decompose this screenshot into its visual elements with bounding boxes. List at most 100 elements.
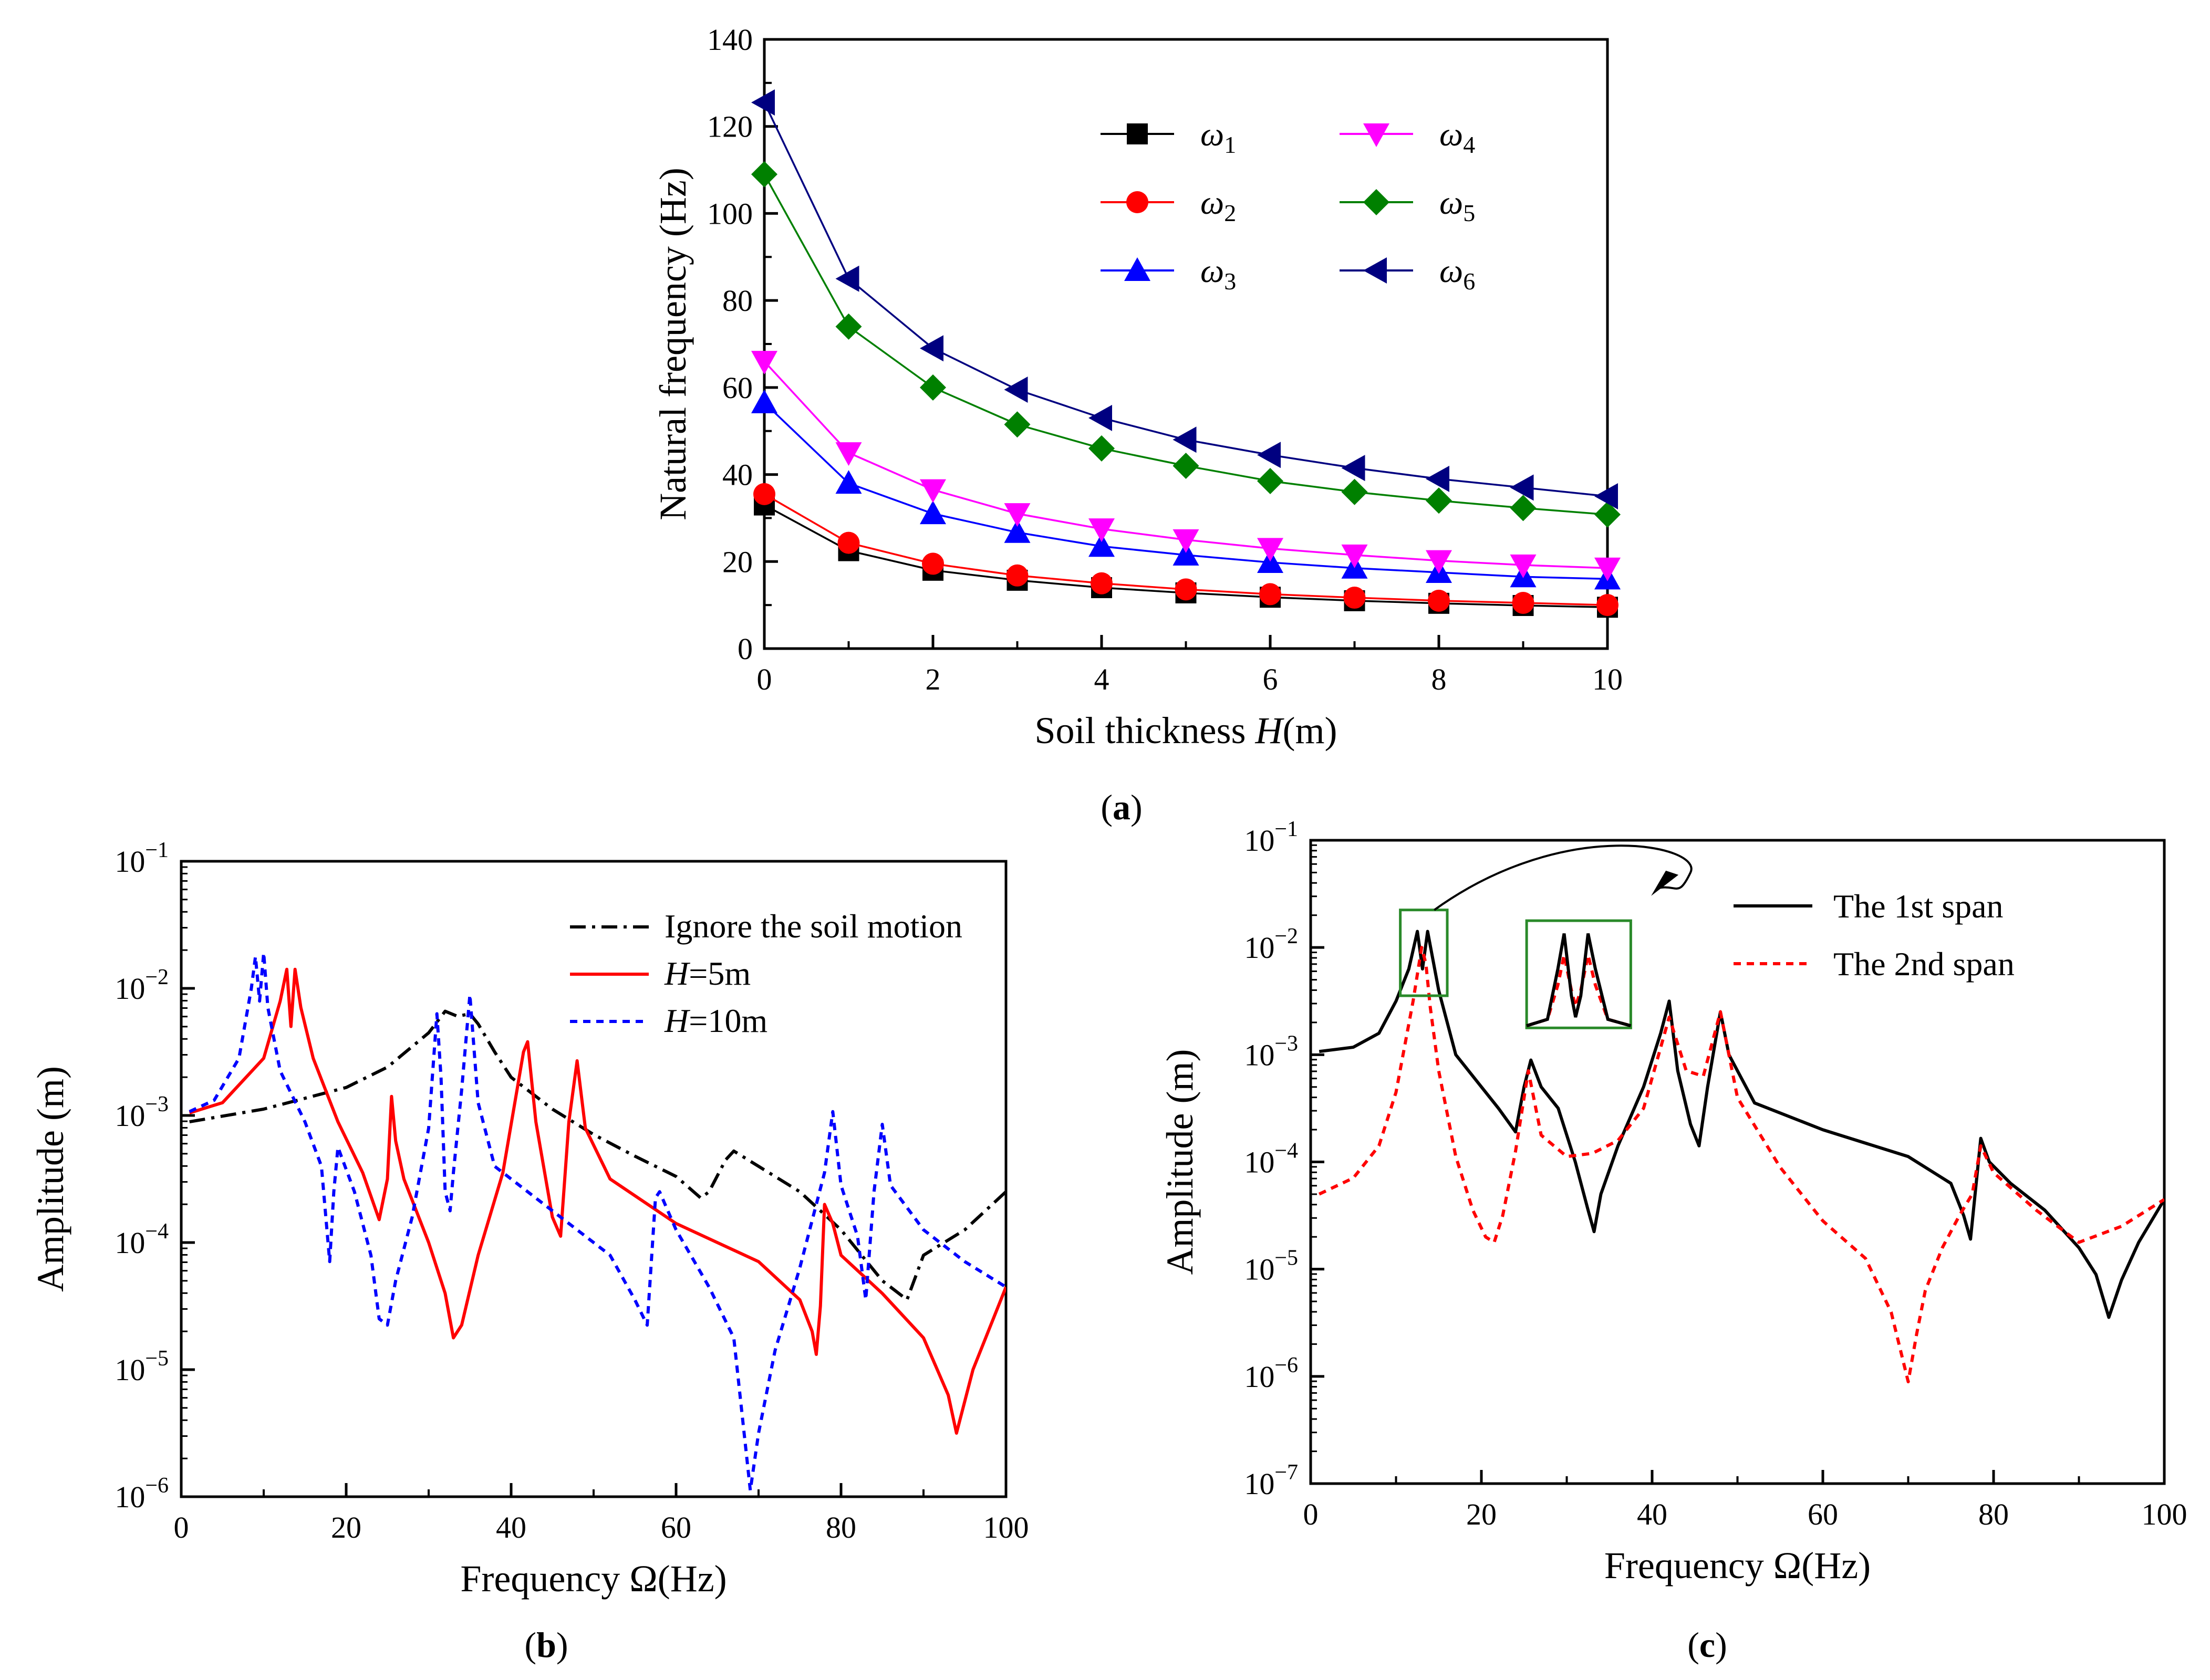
- x-axis-label-c: Frequency Ω(Hz): [1604, 1545, 1871, 1587]
- data-point-omega2: [753, 483, 775, 505]
- y-tick-label-a: 100: [707, 196, 753, 231]
- x-tick-label-a: 8: [1431, 662, 1447, 696]
- series-line-c-the-2nd-span: [1318, 946, 2164, 1384]
- legend-item-b-1: H=5m: [570, 955, 751, 992]
- data-point-omega6: [751, 89, 775, 116]
- y-tick-label-a: 0: [738, 632, 753, 666]
- y-tick-label-b: 10−4: [115, 1219, 169, 1260]
- series-line-b-ignore-the-soil-motion: [189, 1009, 1006, 1301]
- y-tick-label-c: 10−4: [1244, 1139, 1298, 1180]
- data-point-omega3: [751, 389, 777, 413]
- zoom-inset: [1525, 919, 1632, 1029]
- x-tick-label-a: 4: [1094, 662, 1109, 696]
- data-point-omega5: [1257, 468, 1283, 494]
- data-point-omega2: [837, 531, 860, 554]
- y-axis-label-b: Amplitude (m): [29, 1066, 71, 1292]
- data-point-omega6: [1173, 426, 1197, 453]
- data-point-omega4: [920, 479, 946, 503]
- y-tick-label-c: 10−7: [1244, 1460, 1298, 1501]
- data-point-omega6: [1510, 474, 1534, 501]
- y-tick-label-b: 10−6: [115, 1474, 169, 1514]
- legend-item-b-2: H=10m: [570, 1002, 767, 1039]
- x-tick-label-c: 80: [1978, 1497, 2009, 1531]
- y-tick-label-c: 10−6: [1244, 1353, 1298, 1394]
- y-tick-label-a: 140: [707, 23, 753, 57]
- x-tick-label-a: 2: [926, 662, 941, 696]
- legend-label: ω6: [1439, 252, 1475, 295]
- zoom-arrow-head: [1651, 870, 1679, 896]
- data-point-omega5: [751, 161, 777, 187]
- data-point-omega2: [1091, 572, 1113, 594]
- legend-item-b-0: Ignore the soil motion: [570, 907, 962, 945]
- data-point-omega4: [1426, 550, 1452, 574]
- data-point-omega2: [922, 552, 944, 575]
- plot-frame-b: [180, 860, 1008, 1498]
- legend-label: ω5: [1439, 184, 1475, 226]
- legend-label: ω4: [1439, 116, 1475, 158]
- data-point-omega3: [1088, 533, 1115, 557]
- series-line-b-h-10m: [189, 951, 1006, 1492]
- data-point-omega2: [1596, 594, 1618, 617]
- series-line-c-the-1st-span: [1319, 930, 2164, 1319]
- x-axis-label-a: Soil thickness H(m): [1035, 709, 1337, 752]
- legend-label: H=5m: [664, 955, 751, 992]
- data-point-omega5: [1341, 478, 1368, 505]
- legend-item-omega5: ω5: [1340, 184, 1475, 226]
- x-tick-label-a: 6: [1263, 662, 1278, 696]
- y-tick-label-c: 10−2: [1244, 924, 1298, 965]
- data-point-omega5: [1594, 501, 1621, 528]
- data-point-omega6: [835, 265, 859, 292]
- data-point-omega4: [1088, 518, 1115, 542]
- y-tick-label-a: 40: [722, 458, 753, 492]
- legend-marker: [1124, 257, 1150, 281]
- chart-c: 0 20 40 60 80 100 10−7 10−6 10−5 10−4 10−3 10−2 10−1…: [1159, 817, 2187, 1665]
- data-point-omega6: [1088, 404, 1112, 431]
- data-point-omega4: [1510, 554, 1537, 578]
- x-tick-label-c: 100: [2142, 1497, 2187, 1531]
- chart-b: 0 20 40 60 80 100 10−6 10−5 10−4 10−3 10−2 10−1 Freq…: [29, 838, 1029, 1665]
- x-tick-label-a: 0: [757, 662, 772, 696]
- data-point-omega2: [1512, 592, 1534, 614]
- legend-label: ω3: [1200, 252, 1236, 295]
- y-tick-label-b: 10−2: [115, 965, 169, 1006]
- data-point-omega2: [1006, 564, 1029, 587]
- inset-line-2nd-span: [1526, 954, 1632, 1028]
- data-point-omega5: [1173, 453, 1199, 479]
- data-point-omega4: [1257, 538, 1283, 562]
- y-tick-label-c: 10−3: [1244, 1031, 1298, 1072]
- legend-marker: [1363, 123, 1389, 147]
- x-tick-label-b: 80: [826, 1510, 856, 1545]
- data-point-omega2: [1175, 578, 1197, 601]
- data-point-omega6: [1341, 455, 1365, 482]
- y-tick-label-b: 10−3: [115, 1092, 169, 1133]
- x-tick-label-c: 40: [1637, 1497, 1667, 1531]
- legend-label: The 1st span: [1833, 888, 2004, 925]
- panel-label-a: (a): [1101, 787, 1142, 827]
- series-a-omega5: [751, 161, 1621, 528]
- data-point-omega3: [1173, 541, 1199, 566]
- legend-label: ω2: [1200, 184, 1236, 226]
- x-tick-label-a: 10: [1592, 662, 1623, 696]
- data-point-omega3: [1004, 519, 1031, 543]
- series-a-omega6: [751, 89, 1618, 509]
- legend-item-c-0: The 1st span: [1734, 888, 2004, 925]
- y-tick-label-c: 10−1: [1244, 817, 1298, 858]
- data-point-omega6: [1257, 442, 1281, 468]
- data-point-omega3: [835, 470, 862, 494]
- data-point-omega2: [1259, 583, 1281, 606]
- data-point-omega4: [835, 442, 862, 466]
- series-line-b-h-5m: [189, 967, 1006, 1435]
- data-point-omega4: [1341, 544, 1368, 568]
- x-tick-label-c: 0: [1303, 1497, 1319, 1531]
- data-point-omega6: [1594, 483, 1618, 509]
- data-point-omega5: [1426, 487, 1452, 514]
- x-tick-label-b: 20: [331, 1510, 361, 1545]
- data-point-omega4: [1004, 503, 1031, 527]
- data-point-omega5: [1088, 435, 1115, 462]
- series-a-omega2: [753, 483, 1618, 617]
- y-tick-label-a: 60: [722, 371, 753, 405]
- data-point-omega5: [835, 313, 862, 340]
- legend-item-c-1: The 2nd span: [1734, 945, 2015, 983]
